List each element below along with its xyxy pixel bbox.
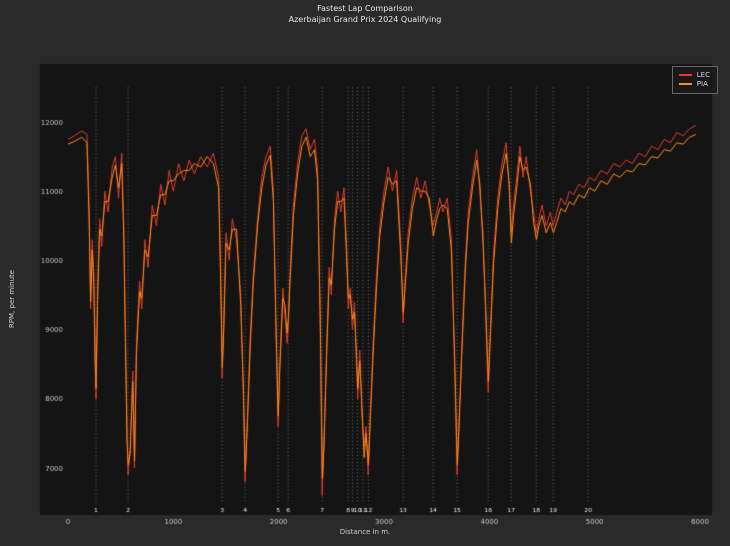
legend-item-pia: PIA: [678, 80, 710, 88]
legend-label-pia: PIA: [696, 80, 708, 88]
legend-label-lec: LEC: [696, 71, 710, 79]
x-axis-label: Distance in m.: [339, 528, 391, 536]
y-axis-label: RPM, per minute: [8, 269, 16, 329]
legend-item-lec: LEC: [678, 71, 710, 79]
legend: LEC PIA: [671, 66, 718, 94]
pia-line-swatch: [678, 83, 692, 85]
lec-line-swatch: [678, 74, 692, 76]
